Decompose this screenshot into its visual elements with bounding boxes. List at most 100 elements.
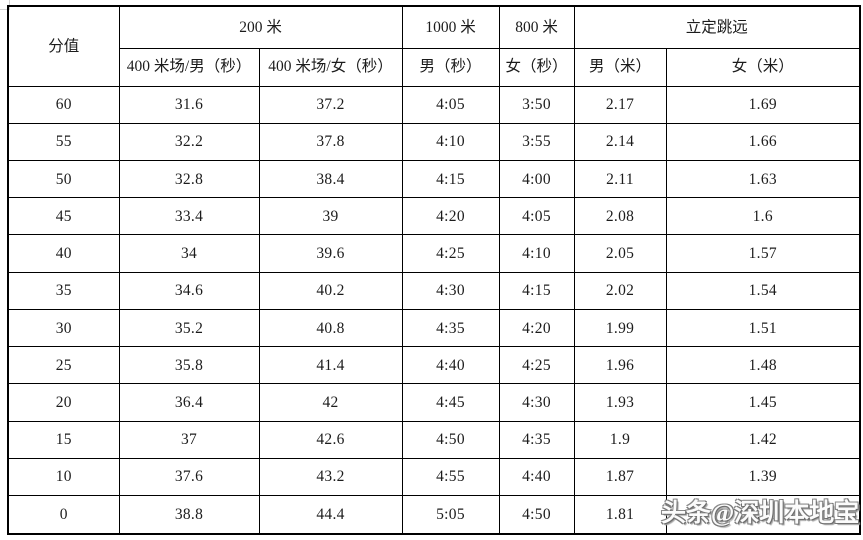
value-cell: 1.81 bbox=[573, 495, 667, 535]
value-cell: 1.99 bbox=[573, 308, 667, 348]
header-800m-female: 女（秒） bbox=[498, 47, 575, 87]
value-cell: 4:10 bbox=[498, 234, 575, 273]
value-cell: 4:00 bbox=[498, 159, 575, 199]
header-400m-male: 400 米场/男（秒） bbox=[118, 47, 260, 87]
value-cell: 35.8 bbox=[118, 346, 260, 385]
header-group-200m: 200 米 bbox=[118, 5, 403, 49]
table-body: 60 31.6 37.2 4:05 3:50 2.17 1.69 55 32.2 37.8 4:10… bbox=[7, 85, 861, 535]
value-cell: 1.33 bbox=[665, 495, 861, 535]
value-cell: 4:30 bbox=[498, 383, 575, 422]
header-group-800m: 800 米 bbox=[498, 5, 575, 49]
value-cell: 33.4 bbox=[118, 197, 260, 236]
score-cell: 60 bbox=[7, 85, 120, 124]
value-cell: 1.9 bbox=[573, 420, 667, 459]
table-row: 10 37.6 43.2 4:55 4:40 1.87 1.39 bbox=[7, 457, 861, 497]
score-cell: 0 bbox=[7, 495, 120, 535]
value-cell: 42 bbox=[258, 383, 403, 422]
value-cell: 37.6 bbox=[118, 457, 260, 497]
header-group-long-jump: 立定跳远 bbox=[573, 5, 861, 49]
value-cell: 4:50 bbox=[498, 495, 575, 535]
value-cell: 1.87 bbox=[573, 457, 667, 497]
value-cell: 1.6 bbox=[665, 197, 861, 236]
value-cell: 3:50 bbox=[498, 85, 575, 124]
score-cell: 40 bbox=[7, 234, 120, 273]
table-row: 30 35.2 40.8 4:35 4:20 1.99 1.51 bbox=[7, 308, 861, 348]
header-jump-male: 男（米） bbox=[573, 47, 667, 87]
value-cell: 4:35 bbox=[498, 420, 575, 459]
score-cell: 25 bbox=[7, 346, 120, 385]
score-cell: 20 bbox=[7, 383, 120, 422]
value-cell: 32.8 bbox=[118, 159, 260, 199]
value-cell: 44.4 bbox=[258, 495, 403, 535]
value-cell: 2.08 bbox=[573, 197, 667, 236]
value-cell: 2.05 bbox=[573, 234, 667, 273]
score-cell: 35 bbox=[7, 271, 120, 310]
value-cell: 4:20 bbox=[401, 197, 500, 236]
value-cell: 1.42 bbox=[665, 420, 861, 459]
value-cell: 39.6 bbox=[258, 234, 403, 273]
value-cell: 35.2 bbox=[118, 308, 260, 348]
value-cell: 4:45 bbox=[401, 383, 500, 422]
value-cell: 4:05 bbox=[498, 197, 575, 236]
value-cell: 4:10 bbox=[401, 122, 500, 161]
value-cell: 37.2 bbox=[258, 85, 403, 124]
value-cell: 4:20 bbox=[498, 308, 575, 348]
value-cell: 4:35 bbox=[401, 308, 500, 348]
score-cell: 10 bbox=[7, 457, 120, 497]
value-cell: 1.54 bbox=[665, 271, 861, 310]
value-cell: 41.4 bbox=[258, 346, 403, 385]
value-cell: 4:15 bbox=[401, 159, 500, 199]
table-row: 0 38.8 44.4 5:05 4:50 1.81 1.33 bbox=[7, 495, 861, 535]
header-1000m-male: 男（秒） bbox=[401, 47, 500, 87]
value-cell: 4:25 bbox=[401, 234, 500, 273]
score-cell: 50 bbox=[7, 159, 120, 199]
value-cell: 37 bbox=[118, 420, 260, 459]
value-cell: 4:05 bbox=[401, 85, 500, 124]
value-cell: 1.39 bbox=[665, 457, 861, 497]
value-cell: 2.14 bbox=[573, 122, 667, 161]
value-cell: 43.2 bbox=[258, 457, 403, 497]
value-cell: 2.17 bbox=[573, 85, 667, 124]
value-cell: 2.11 bbox=[573, 159, 667, 199]
value-cell: 38.8 bbox=[118, 495, 260, 535]
value-cell: 4:50 bbox=[401, 420, 500, 459]
table-row: 40 34 39.6 4:25 4:10 2.05 1.57 bbox=[7, 234, 861, 273]
value-cell: 1.96 bbox=[573, 346, 667, 385]
value-cell: 40.8 bbox=[258, 308, 403, 348]
table-row: 35 34.6 40.2 4:30 4:15 2.02 1.54 bbox=[7, 271, 861, 310]
value-cell: 40.2 bbox=[258, 271, 403, 310]
table-row: 25 35.8 41.4 4:40 4:25 1.96 1.48 bbox=[7, 346, 861, 385]
value-cell: 1.45 bbox=[665, 383, 861, 422]
value-cell: 32.2 bbox=[118, 122, 260, 161]
value-cell: 38.4 bbox=[258, 159, 403, 199]
value-cell: 2.02 bbox=[573, 271, 667, 310]
header-400m-female: 400 米场/女（秒） bbox=[258, 47, 403, 87]
value-cell: 1.51 bbox=[665, 308, 861, 348]
table-row: 15 37 42.6 4:50 4:35 1.9 1.42 bbox=[7, 420, 861, 459]
score-cell: 45 bbox=[7, 197, 120, 236]
value-cell: 37.8 bbox=[258, 122, 403, 161]
table-row: 55 32.2 37.8 4:10 3:55 2.14 1.66 bbox=[7, 122, 861, 161]
value-cell: 31.6 bbox=[118, 85, 260, 124]
value-cell: 39 bbox=[258, 197, 403, 236]
score-cell: 55 bbox=[7, 122, 120, 161]
score-cell: 30 bbox=[7, 308, 120, 348]
score-cell: 15 bbox=[7, 420, 120, 459]
value-cell: 4:15 bbox=[498, 271, 575, 310]
value-cell: 1.63 bbox=[665, 159, 861, 199]
value-cell: 1.48 bbox=[665, 346, 861, 385]
value-cell: 42.6 bbox=[258, 420, 403, 459]
table-row: 45 33.4 39 4:20 4:05 2.08 1.6 bbox=[7, 197, 861, 236]
value-cell: 34.6 bbox=[118, 271, 260, 310]
table-row: 60 31.6 37.2 4:05 3:50 2.17 1.69 bbox=[7, 85, 861, 124]
table-row: 50 32.8 38.4 4:15 4:00 2.11 1.63 bbox=[7, 159, 861, 199]
header-jump-female: 女（米） bbox=[665, 47, 861, 87]
value-cell: 36.4 bbox=[118, 383, 260, 422]
value-cell: 4:40 bbox=[401, 346, 500, 385]
value-cell: 1.93 bbox=[573, 383, 667, 422]
value-cell: 5:05 bbox=[401, 495, 500, 535]
header-row-groups: 分值 200 米 1000 米 800 米 立定跳远 bbox=[7, 5, 861, 87]
value-cell: 4:30 bbox=[401, 271, 500, 310]
header-score: 分值 bbox=[7, 5, 120, 87]
